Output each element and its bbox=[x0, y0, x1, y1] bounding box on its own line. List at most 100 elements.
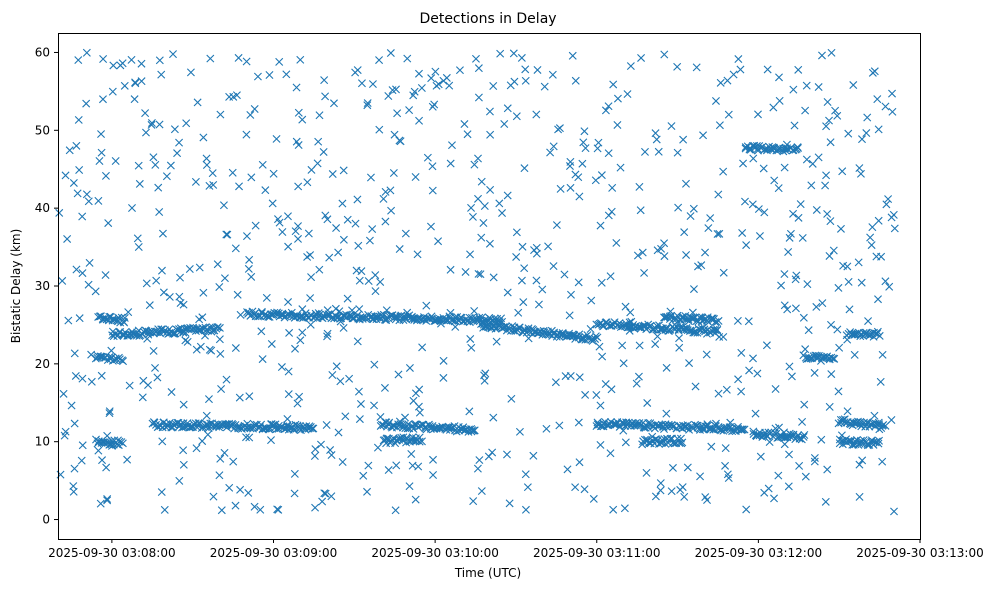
detection-point bbox=[133, 234, 142, 243]
detection-point bbox=[580, 485, 589, 494]
detection-point bbox=[733, 316, 742, 325]
detection-point bbox=[417, 83, 426, 92]
detection-point bbox=[706, 214, 715, 223]
detection-point bbox=[808, 159, 817, 168]
detection-point bbox=[407, 450, 416, 458]
detection-point bbox=[616, 163, 625, 172]
track-point bbox=[799, 432, 808, 441]
detection-point bbox=[467, 203, 476, 212]
y-axis: 0 10 20 30 40 50 60 bbox=[35, 45, 58, 527]
detection-point bbox=[401, 413, 410, 422]
detection-point bbox=[306, 294, 315, 303]
detection-point bbox=[477, 487, 486, 496]
detection-point bbox=[699, 131, 708, 140]
detection-point bbox=[155, 207, 164, 216]
detection-point bbox=[675, 334, 684, 343]
detection-point bbox=[723, 76, 732, 85]
detection-point bbox=[422, 301, 431, 310]
detection-point bbox=[595, 342, 604, 351]
detection-point bbox=[749, 154, 758, 163]
detection-point bbox=[235, 393, 244, 402]
detection-point bbox=[296, 55, 305, 64]
detection-point bbox=[220, 448, 229, 457]
detection-point bbox=[307, 273, 316, 282]
detection-point bbox=[405, 363, 414, 372]
detection-point bbox=[87, 350, 96, 359]
detection-point bbox=[215, 471, 224, 480]
detection-point bbox=[321, 92, 330, 101]
detection-point bbox=[196, 342, 205, 351]
track-point bbox=[309, 424, 318, 433]
detection-point bbox=[74, 115, 83, 124]
detection-point bbox=[215, 283, 224, 291]
detection-point bbox=[480, 376, 489, 385]
detection-point bbox=[676, 485, 685, 494]
detection-point bbox=[754, 110, 762, 119]
detection-point bbox=[199, 133, 208, 142]
detection-point bbox=[78, 374, 87, 383]
detection-point bbox=[703, 496, 712, 505]
track-point bbox=[612, 420, 621, 429]
detection-point bbox=[339, 235, 348, 244]
detection-point bbox=[685, 359, 694, 368]
detection-point bbox=[563, 465, 572, 474]
track-point bbox=[793, 144, 802, 152]
detection-point bbox=[882, 200, 891, 209]
detection-point bbox=[864, 317, 873, 326]
detection-point bbox=[209, 492, 218, 501]
track-point bbox=[751, 431, 760, 440]
detection-point bbox=[253, 72, 262, 81]
detection-point bbox=[711, 96, 720, 105]
detection-point bbox=[604, 149, 613, 158]
detection-point bbox=[512, 112, 521, 121]
detection-point bbox=[405, 482, 414, 491]
detection-point bbox=[256, 505, 265, 514]
y-tick-label: 30 bbox=[35, 279, 50, 293]
detection-point bbox=[267, 339, 276, 348]
detection-point bbox=[719, 167, 728, 176]
detection-point bbox=[509, 49, 518, 58]
detection-point bbox=[294, 108, 303, 117]
detection-point bbox=[826, 217, 835, 226]
track-point bbox=[470, 426, 479, 435]
detection-point bbox=[370, 401, 379, 410]
detection-point bbox=[621, 438, 630, 447]
detection-point bbox=[489, 273, 498, 282]
track-point bbox=[659, 324, 668, 333]
detection-point bbox=[888, 89, 897, 98]
detection-point bbox=[775, 96, 784, 105]
detection-point bbox=[817, 51, 826, 60]
detection-point bbox=[284, 298, 293, 307]
detection-point bbox=[176, 273, 185, 282]
detection-point bbox=[72, 265, 81, 274]
detection-point bbox=[217, 385, 226, 394]
track-point bbox=[873, 327, 882, 336]
detection-point bbox=[635, 341, 644, 350]
detection-point bbox=[856, 169, 865, 178]
detection-point bbox=[353, 337, 362, 346]
detection-point bbox=[858, 456, 867, 465]
plot-frame bbox=[58, 33, 921, 540]
detection-point bbox=[489, 82, 498, 90]
detection-point bbox=[356, 399, 365, 408]
detection-point bbox=[98, 95, 107, 104]
detection-point bbox=[838, 167, 847, 176]
detection-point bbox=[315, 265, 324, 274]
detection-point bbox=[571, 483, 580, 492]
detection-point bbox=[102, 463, 111, 472]
detection-point bbox=[179, 400, 188, 409]
detection-point bbox=[428, 102, 437, 111]
detection-point bbox=[692, 63, 701, 72]
detection-point bbox=[415, 385, 424, 394]
detection-point bbox=[236, 310, 245, 319]
detection-point bbox=[151, 363, 160, 372]
detection-point bbox=[320, 76, 329, 85]
detection-point bbox=[822, 171, 831, 180]
detection-point bbox=[810, 453, 819, 462]
track-point bbox=[591, 334, 600, 343]
track-point bbox=[552, 332, 561, 341]
track-point bbox=[593, 333, 602, 342]
detection-point bbox=[834, 283, 843, 292]
detection-point bbox=[721, 444, 730, 453]
detection-point bbox=[544, 242, 553, 251]
